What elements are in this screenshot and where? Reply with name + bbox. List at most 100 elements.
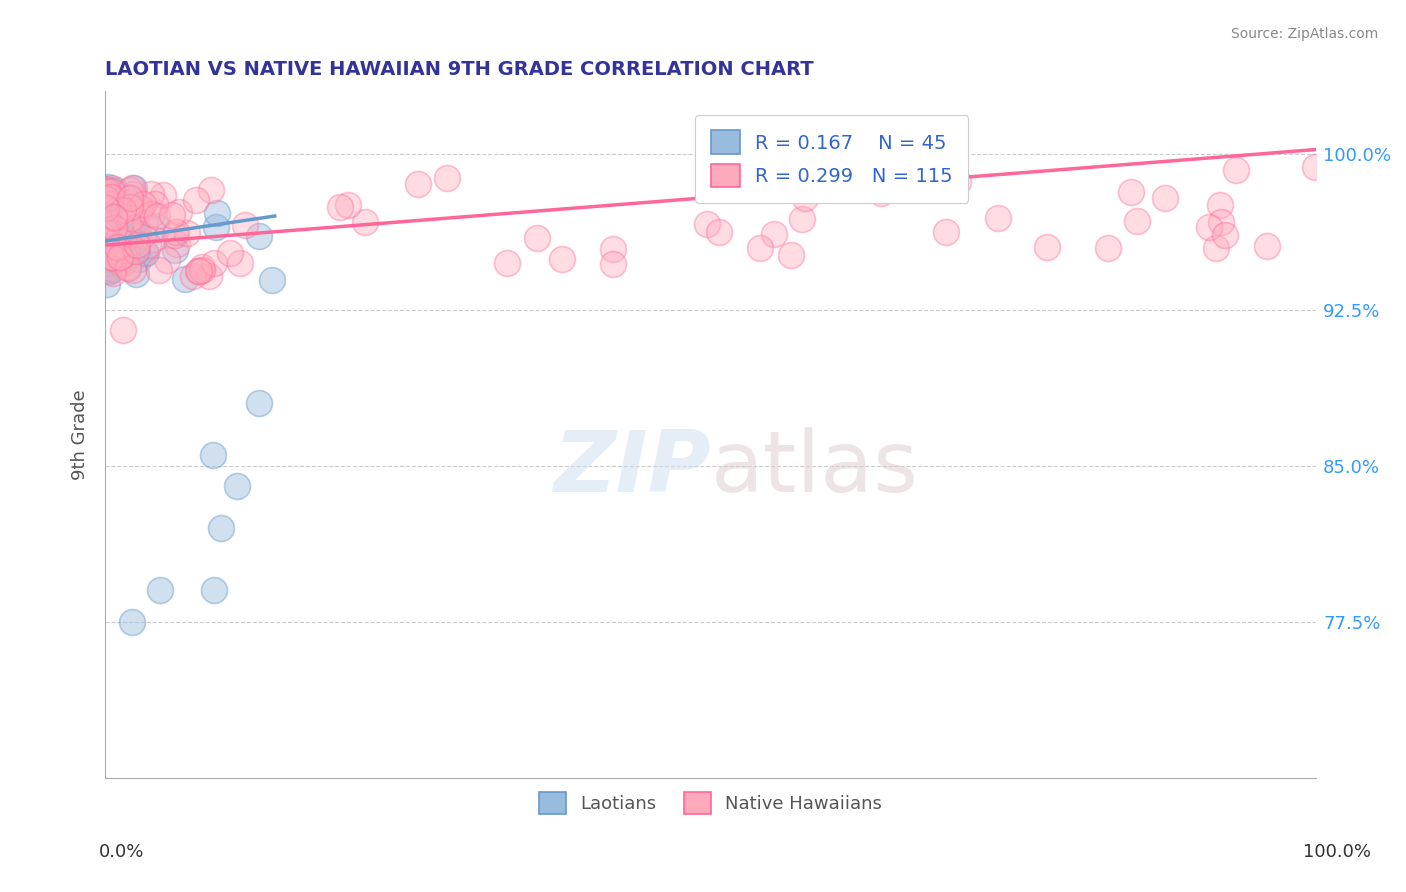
Point xyxy=(156,253,179,268)
Point xyxy=(104,190,127,204)
Point xyxy=(98,244,121,258)
Point xyxy=(125,238,148,252)
Point xyxy=(247,229,270,244)
Point xyxy=(121,615,143,629)
Point xyxy=(100,264,122,278)
Point xyxy=(329,200,352,214)
Point xyxy=(107,240,129,254)
Point xyxy=(205,206,228,220)
Point xyxy=(406,177,429,191)
Point xyxy=(762,227,785,241)
Point xyxy=(121,263,143,277)
Point xyxy=(117,220,139,235)
Point xyxy=(191,262,214,277)
Point xyxy=(167,204,190,219)
Point xyxy=(1208,198,1230,212)
Point xyxy=(134,216,156,230)
Point xyxy=(104,256,127,270)
Point xyxy=(101,244,124,258)
Point xyxy=(146,209,169,223)
Point xyxy=(96,277,118,292)
Point xyxy=(247,396,270,410)
Point xyxy=(100,202,122,216)
Point xyxy=(148,262,170,277)
Point xyxy=(187,264,209,278)
Point xyxy=(100,188,122,202)
Point xyxy=(794,191,817,205)
Point xyxy=(1097,241,1119,255)
Point xyxy=(97,215,120,229)
Point xyxy=(128,201,150,215)
Point xyxy=(118,183,141,197)
Text: 100.0%: 100.0% xyxy=(1303,843,1371,861)
Point xyxy=(226,479,249,493)
Point xyxy=(1126,213,1149,227)
Point xyxy=(181,268,204,283)
Point xyxy=(97,216,120,230)
Text: ZIP: ZIP xyxy=(553,427,710,510)
Point xyxy=(219,246,242,260)
Point xyxy=(337,198,360,212)
Point xyxy=(98,197,121,211)
Point xyxy=(108,229,131,244)
Point xyxy=(935,225,957,239)
Point xyxy=(152,187,174,202)
Text: atlas: atlas xyxy=(710,427,918,510)
Text: LAOTIAN VS NATIVE HAWAIIAN 9TH GRADE CORRELATION CHART: LAOTIAN VS NATIVE HAWAIIAN 9TH GRADE COR… xyxy=(105,60,814,78)
Point xyxy=(200,183,222,197)
Point xyxy=(197,268,219,283)
Point xyxy=(188,264,211,278)
Point xyxy=(143,197,166,211)
Point xyxy=(1209,215,1232,229)
Point xyxy=(120,211,142,225)
Point xyxy=(353,215,375,229)
Point xyxy=(96,225,118,239)
Point xyxy=(1119,185,1142,199)
Point xyxy=(869,186,891,200)
Point xyxy=(135,246,157,260)
Point xyxy=(107,241,129,255)
Point xyxy=(112,323,135,337)
Point xyxy=(114,190,136,204)
Point xyxy=(108,250,131,264)
Point xyxy=(103,253,125,268)
Point xyxy=(111,256,134,270)
Point xyxy=(97,228,120,243)
Point xyxy=(121,186,143,201)
Point xyxy=(792,211,814,226)
Point xyxy=(744,176,766,190)
Point xyxy=(100,184,122,198)
Point xyxy=(127,227,149,241)
Point xyxy=(125,242,148,256)
Point xyxy=(104,211,127,225)
Point xyxy=(115,260,138,275)
Point xyxy=(132,197,155,211)
Point xyxy=(96,193,118,207)
Point xyxy=(107,255,129,269)
Point xyxy=(141,207,163,221)
Point xyxy=(124,234,146,248)
Y-axis label: 9th Grade: 9th Grade xyxy=(72,389,89,480)
Point xyxy=(166,237,188,252)
Point xyxy=(103,221,125,235)
Point xyxy=(101,266,124,280)
Point xyxy=(121,181,143,195)
Point xyxy=(165,225,187,239)
Point xyxy=(97,219,120,234)
Point xyxy=(747,169,769,183)
Point xyxy=(131,227,153,242)
Point xyxy=(108,225,131,239)
Point xyxy=(948,175,970,189)
Point xyxy=(107,230,129,244)
Point xyxy=(124,220,146,235)
Point xyxy=(1036,240,1059,254)
Point xyxy=(103,251,125,265)
Point xyxy=(117,260,139,275)
Point xyxy=(100,250,122,264)
Point xyxy=(97,180,120,194)
Point xyxy=(602,257,624,271)
Point xyxy=(202,583,225,598)
Point xyxy=(97,260,120,275)
Text: 0.0%: 0.0% xyxy=(98,843,143,861)
Point xyxy=(184,194,207,208)
